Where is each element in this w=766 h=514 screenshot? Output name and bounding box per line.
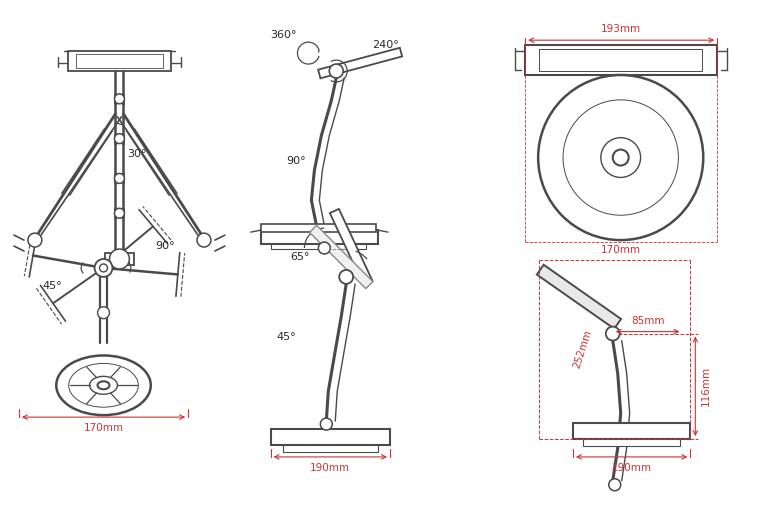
Text: 90°: 90° <box>155 241 175 251</box>
Bar <box>525 45 717 75</box>
Circle shape <box>563 100 679 215</box>
Circle shape <box>110 249 129 269</box>
Bar <box>539 49 702 71</box>
Circle shape <box>114 134 124 143</box>
Circle shape <box>114 94 124 104</box>
Text: 65°: 65° <box>291 252 310 262</box>
Circle shape <box>329 64 343 78</box>
Text: 190mm: 190mm <box>310 463 350 473</box>
Text: 193mm: 193mm <box>601 24 641 34</box>
Bar <box>67 51 171 71</box>
Circle shape <box>97 307 110 319</box>
Ellipse shape <box>97 381 110 389</box>
Polygon shape <box>318 48 402 78</box>
Circle shape <box>100 264 107 272</box>
Circle shape <box>339 270 353 284</box>
Circle shape <box>114 173 124 183</box>
Polygon shape <box>309 225 373 289</box>
Polygon shape <box>330 209 372 285</box>
Circle shape <box>197 233 211 247</box>
Circle shape <box>94 259 113 277</box>
Text: 360°: 360° <box>270 30 296 40</box>
Text: 85mm: 85mm <box>631 316 664 326</box>
Ellipse shape <box>56 356 151 415</box>
Circle shape <box>606 326 620 341</box>
Bar <box>260 230 378 244</box>
Text: 90°: 90° <box>286 156 306 166</box>
Text: 240°: 240° <box>372 40 399 50</box>
Text: 30°: 30° <box>128 149 147 158</box>
Bar <box>583 439 680 446</box>
Ellipse shape <box>69 363 139 407</box>
Text: 170mm: 170mm <box>601 245 640 255</box>
Circle shape <box>609 479 620 491</box>
Circle shape <box>320 418 332 430</box>
Bar <box>283 445 378 452</box>
Text: 252mm: 252mm <box>571 329 594 370</box>
Bar <box>104 253 134 265</box>
Bar <box>270 429 390 445</box>
Circle shape <box>538 75 703 240</box>
Polygon shape <box>537 265 621 329</box>
Circle shape <box>28 233 42 247</box>
Bar <box>270 244 366 249</box>
Bar <box>573 423 690 439</box>
Ellipse shape <box>90 376 117 394</box>
Circle shape <box>613 150 629 166</box>
Bar <box>76 54 163 68</box>
Text: 45°: 45° <box>42 281 61 291</box>
Circle shape <box>601 138 640 177</box>
Text: 45°: 45° <box>277 332 296 342</box>
Circle shape <box>615 75 627 87</box>
Text: 170mm: 170mm <box>83 423 123 433</box>
Text: 190mm: 190mm <box>611 463 652 473</box>
Bar <box>260 224 376 232</box>
Circle shape <box>114 208 124 218</box>
Circle shape <box>319 242 330 254</box>
Bar <box>613 75 629 103</box>
Text: 116mm: 116mm <box>701 366 712 407</box>
